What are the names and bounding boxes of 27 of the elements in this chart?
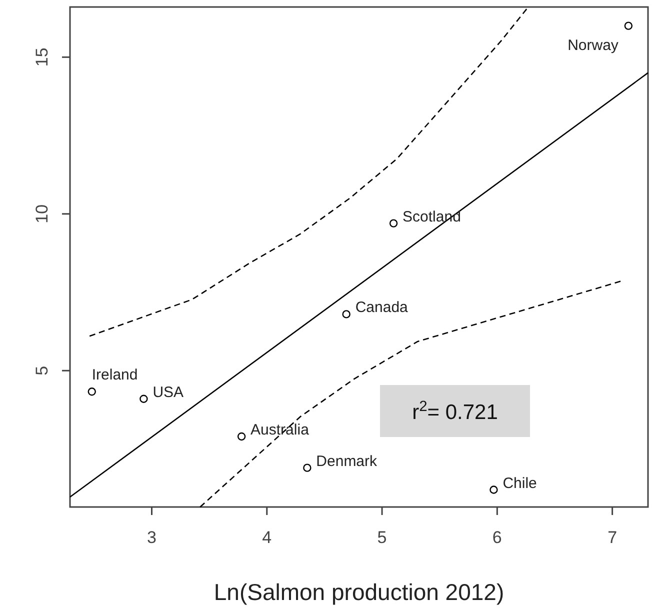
annotation: Ireland (92, 366, 138, 384)
annotation: Denmark (316, 452, 378, 470)
annotation: Chile (502, 474, 537, 492)
point (88, 388, 96, 396)
y-tick-label: 10 (32, 204, 52, 224)
x-tick-label: 5 (377, 528, 387, 547)
x-tick-label: 4 (262, 528, 272, 547)
x-tick-label: 6 (492, 528, 502, 547)
x-tick-label: 7 (608, 528, 618, 547)
x-tick-label: 3 (147, 528, 156, 547)
point (237, 432, 246, 441)
line-series (199, 280, 624, 508)
x-axis-title: Ln(Salmon production 2012) (214, 579, 504, 605)
point (389, 219, 398, 228)
point (140, 394, 148, 403)
y-tick-label: 5 (32, 366, 52, 376)
y-tick-label: 15 (32, 48, 52, 67)
point (490, 486, 498, 494)
line-series (88, 6, 529, 337)
annotation: Australia (250, 421, 310, 438)
annotation: r$^{2}$= 0.721 (412, 399, 498, 424)
annotation: USA (152, 384, 184, 401)
annotation: Norway (568, 36, 619, 54)
point (624, 22, 633, 30)
point (303, 464, 312, 472)
annotation: Canada (355, 299, 409, 316)
point (342, 310, 350, 318)
